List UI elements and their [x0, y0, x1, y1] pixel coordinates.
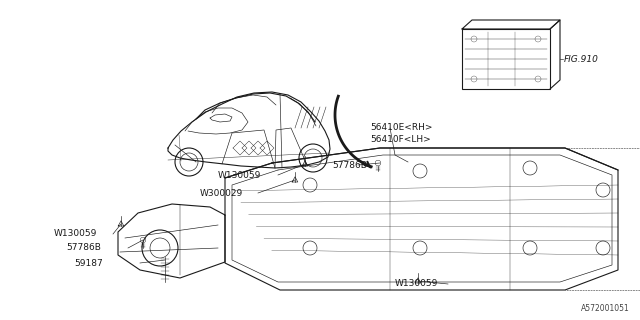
- Text: 57786B: 57786B: [66, 244, 101, 252]
- Text: A572001051: A572001051: [581, 304, 630, 313]
- Text: W300029: W300029: [200, 188, 243, 197]
- Text: W130059: W130059: [395, 279, 438, 289]
- Text: 59187: 59187: [74, 259, 103, 268]
- Text: 56410F<LH>: 56410F<LH>: [370, 135, 431, 145]
- Text: W130059: W130059: [54, 229, 97, 238]
- Bar: [462, 29, 550, 89]
- Text: 57786B: 57786B: [332, 161, 367, 170]
- Text: FIG.910: FIG.910: [564, 54, 599, 63]
- Text: W130059: W130059: [218, 171, 261, 180]
- Text: 56410E<RH>: 56410E<RH>: [370, 124, 433, 132]
